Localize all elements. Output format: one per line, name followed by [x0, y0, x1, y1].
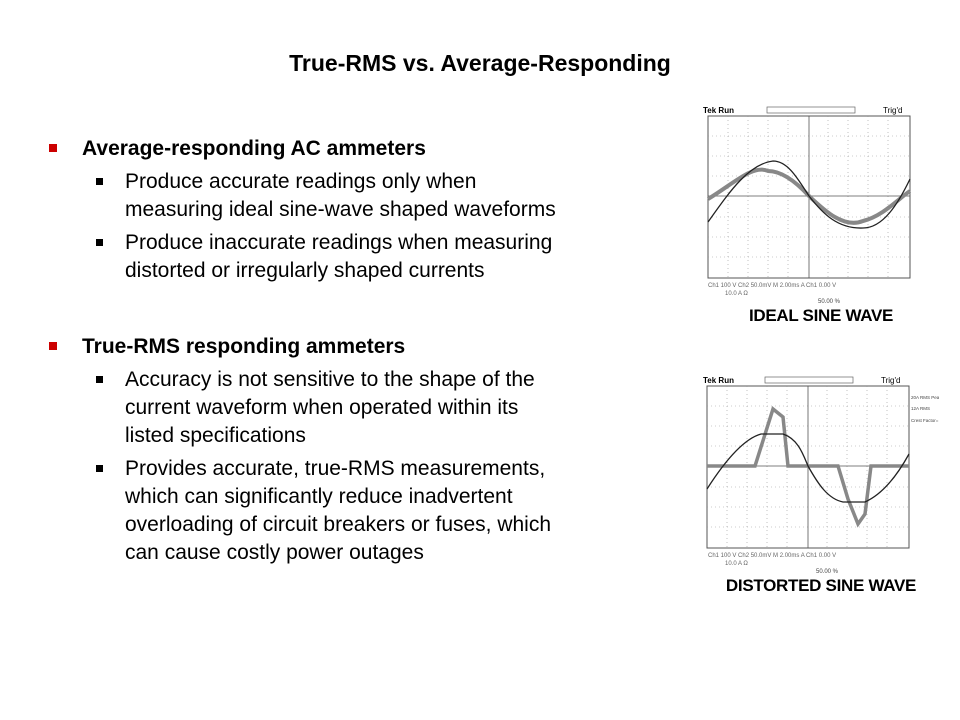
svg-text:Trig'd: Trig'd — [881, 376, 900, 385]
oscilloscope-distorted-image: Tek Run Trig'd Ch1 100 V Ch2 50.0mV M 2.… — [703, 376, 939, 574]
svg-text:12A RMS: 12A RMS — [911, 406, 930, 411]
scope-caption-ideal: IDEAL SINE WAVE — [748, 306, 894, 325]
svg-text:Tek Run: Tek Run — [703, 106, 734, 115]
svg-text:10.0 A Ω: 10.0 A Ω — [725, 561, 748, 567]
svg-text:20A RMS Peak: 20A RMS Peak — [911, 395, 939, 400]
sub-bullet: Accuracy is not sensitive to the shape o… — [48, 366, 688, 450]
svg-text:10.0 A Ω: 10.0 A Ω — [725, 291, 748, 297]
sub-bullet: Produce inaccurate readings when measuri… — [48, 229, 688, 285]
svg-text:50.00 %: 50.00 % — [818, 299, 841, 304]
red-square-bullet-icon — [49, 144, 57, 152]
square-bullet-icon — [96, 376, 103, 383]
bullet-true-rms: True-RMS responding ammeters — [48, 334, 688, 360]
svg-text:Ch1 100 V Ch2 50.0mV M 2.: Ch1 100 V Ch2 50.0mV M 2.00ms A Ch1 0.00… — [708, 283, 836, 289]
svg-text:Tek Run: Tek Run — [703, 376, 734, 385]
scope-caption-distorted: DISTORTED SINE WAVE — [725, 576, 917, 595]
slide-title: True-RMS vs. Average-Responding — [289, 50, 671, 76]
svg-text:Trig'd: Trig'd — [883, 106, 902, 115]
svg-text:Crest Factor= 2.30: Crest Factor= 2.30 — [911, 418, 939, 423]
sub-bullet: Produce accurate readings only when measu… — [48, 168, 688, 224]
sub-bullet: Provides accurate, true-RMS measurements… — [48, 455, 688, 567]
scope-distorted-sine: Tek Run Trig'd Ch1 100 V Ch2 50.0mV M 2.… — [703, 374, 939, 596]
square-bullet-icon — [96, 239, 103, 246]
bullet-list: Average-responding AC ammeters Produce a… — [48, 136, 688, 572]
red-square-bullet-icon — [49, 342, 57, 350]
bullet-average-responding: Average-responding AC ammeters — [48, 136, 688, 162]
square-bullet-icon — [96, 465, 103, 472]
square-bullet-icon — [96, 178, 103, 185]
scope-ideal-sine: Tek Run Trig'd Ch1 100 V Ch2 50.0mV M 2.… — [703, 104, 939, 326]
oscilloscope-ideal-image: Tek Run Trig'd Ch1 100 V Ch2 50.0mV M 2.… — [703, 106, 912, 304]
svg-text:50.00 %: 50.00 % — [816, 569, 839, 574]
svg-text:Ch1 100 V Ch2 50.0mV M 2.: Ch1 100 V Ch2 50.0mV M 2.00ms A Ch1 0.00… — [708, 553, 836, 559]
